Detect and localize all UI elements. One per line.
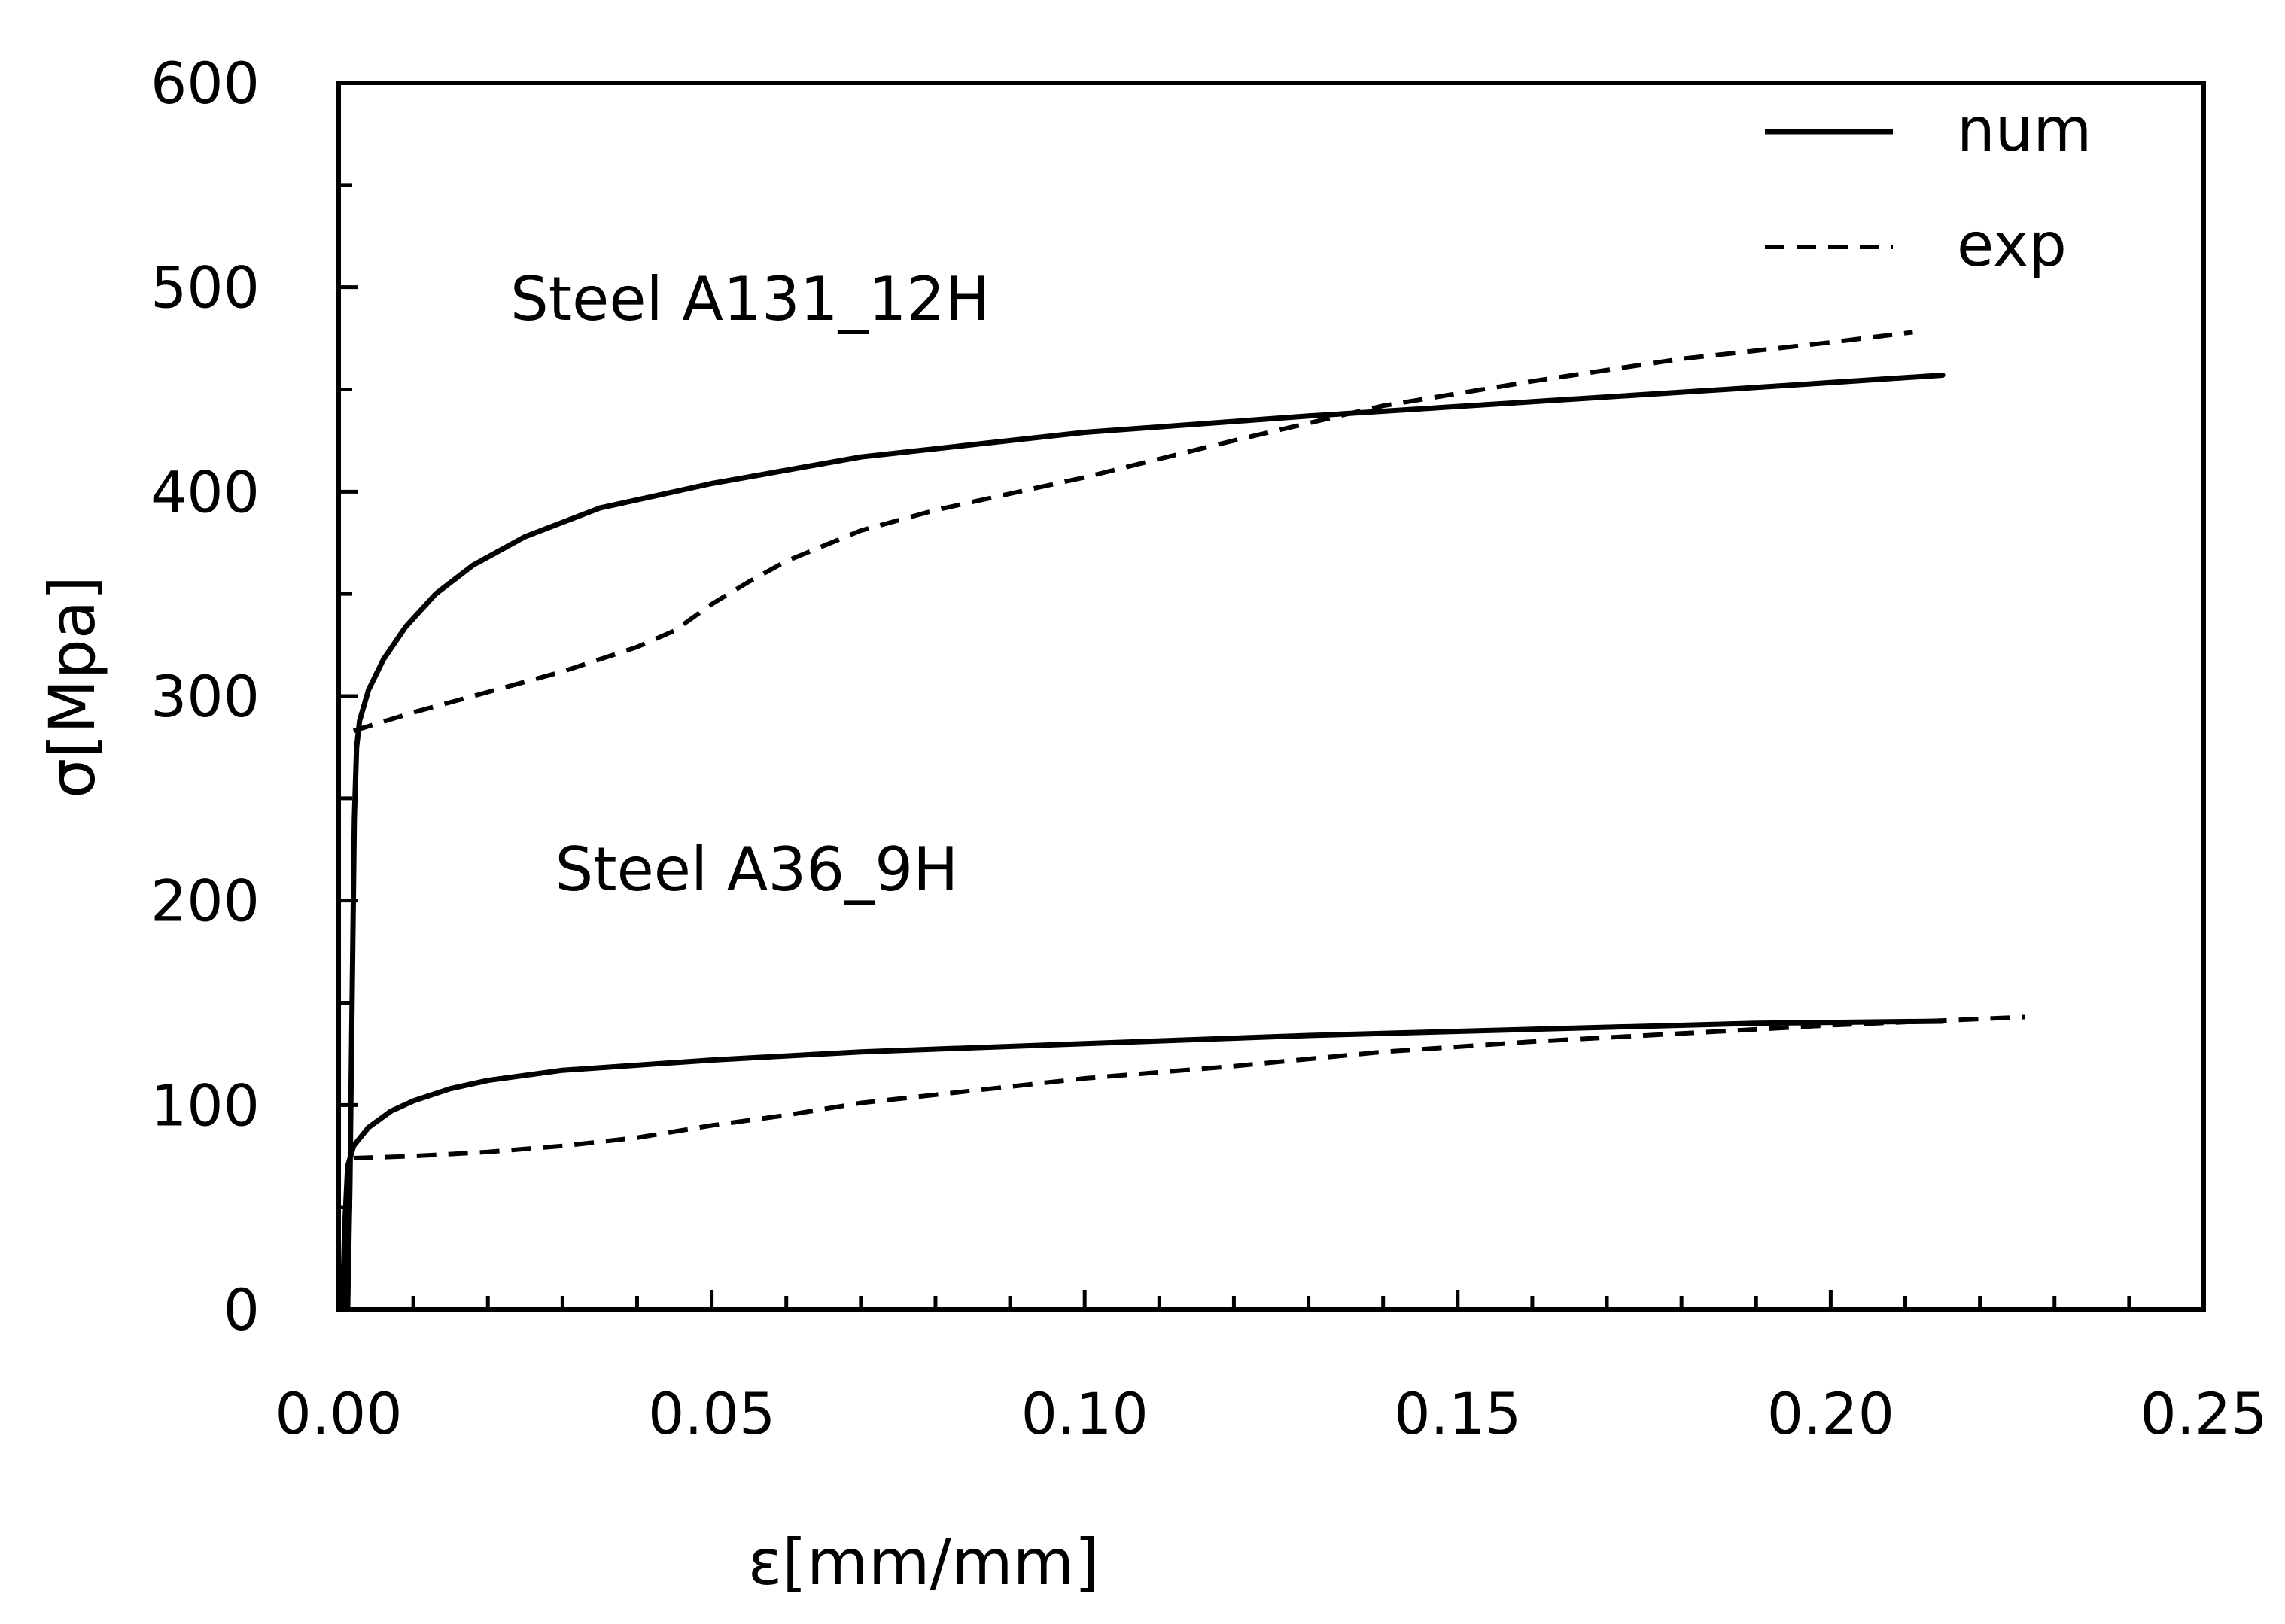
x-tick-label: 0.15 [1394,1380,1521,1447]
y-tick-label: 600 [151,50,260,117]
plot-lines [339,330,2025,1312]
annotation-steel-a131-12h: Steel A131_12H [510,264,990,334]
series-line-num-2 [339,1018,1946,1312]
x-tick-label: 0.05 [648,1380,775,1447]
y-tick-label: 200 [151,868,260,935]
series-line-exp-1 [352,330,1913,734]
x-tick-label: 0.20 [1767,1380,1894,1447]
series-line-num-0 [345,373,1946,1312]
legend-label-exp: exp [1957,210,2067,280]
y-axis-title: σ[Mpa] [35,576,109,798]
y-tick-label: 500 [151,254,260,321]
legend-label-num: num [1957,95,2092,165]
axis-ticks [336,81,2206,1312]
series-line-exp-3 [353,1014,2025,1160]
y-tick-label: 100 [151,1072,260,1139]
legend: num exp [1765,95,2092,280]
annotation-steel-a36-9h: Steel A36_9H [555,835,958,905]
x-tick-label: 0.00 [275,1380,402,1447]
x-tick-label: 0.25 [2140,1380,2267,1447]
y-tick-label: 300 [151,663,260,730]
x-tick-label: 0.10 [1021,1380,1149,1447]
y-tick-label: 400 [151,458,260,525]
y-tick-label: 0 [224,1276,260,1343]
tick-labels: 0.00 0.05 0.10 0.15 0.20 0.25 0 100 200 300 400 500… [151,50,2268,1447]
x-axis-title: ε[mm/mm] [748,1525,1100,1599]
